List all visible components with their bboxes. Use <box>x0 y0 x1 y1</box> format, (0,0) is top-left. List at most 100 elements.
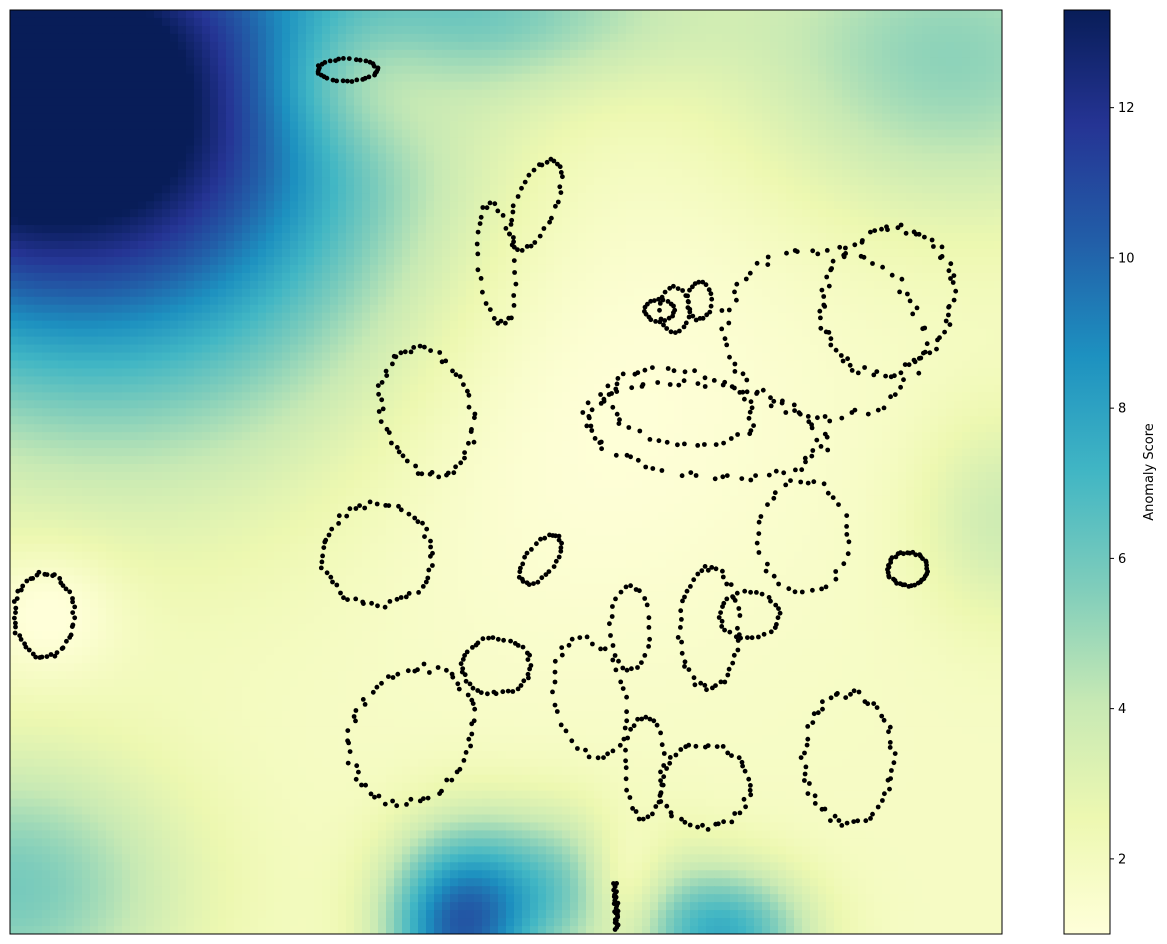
heatmap-cell <box>554 185 563 194</box>
heatmap-cell <box>874 161 883 170</box>
heatmap-cell <box>682 81 691 91</box>
heatmap-cell <box>242 121 251 131</box>
heatmap-cell <box>90 145 99 154</box>
heatmap-cell <box>882 113 891 123</box>
heatmap-cell <box>930 153 939 162</box>
heatmap-cell <box>426 113 435 123</box>
heatmap-cell <box>386 129 395 139</box>
heatmap-cell <box>90 73 99 83</box>
heatmap-cell <box>794 41 803 51</box>
heatmap-cell <box>570 73 579 83</box>
heatmap-cell <box>138 33 147 43</box>
heatmap-cell <box>714 97 723 107</box>
heatmap-cell <box>794 304 803 314</box>
heatmap-cell <box>226 121 235 131</box>
heatmap-cell <box>330 233 339 242</box>
heatmap-cell <box>738 193 747 202</box>
heatmap-cell <box>578 17 587 27</box>
heatmap-cell <box>922 248 931 258</box>
heatmap-cell <box>562 248 571 258</box>
heatmap-cell <box>626 73 635 83</box>
heatmap-cell <box>194 304 203 314</box>
heatmap-cell <box>522 81 531 91</box>
heatmap-cell <box>250 217 259 226</box>
heatmap-cell <box>26 280 35 290</box>
heatmap-cell <box>506 145 515 154</box>
heatmap-cell <box>914 209 923 218</box>
heatmap-cell <box>658 65 667 75</box>
heatmap-cell <box>674 256 683 266</box>
heatmap-cell <box>834 49 843 59</box>
heatmap-cell <box>114 201 123 210</box>
heatmap-cell <box>706 105 715 115</box>
heatmap-cell <box>866 137 875 147</box>
heatmap-cell <box>194 264 203 274</box>
heatmap-cell <box>330 33 339 43</box>
heatmap-cell <box>442 25 451 35</box>
heatmap-cell <box>266 49 275 59</box>
heatmap-cell <box>242 17 251 27</box>
heatmap-cell <box>746 97 755 107</box>
heatmap-cell <box>922 65 931 75</box>
heatmap-cell <box>506 41 515 51</box>
heatmap-cell <box>618 81 627 91</box>
heatmap-cell <box>322 193 331 202</box>
heatmap-cell <box>666 185 675 194</box>
heatmap-cell <box>74 288 83 298</box>
heatmap-cell <box>82 312 91 322</box>
heatmap-cell <box>394 320 403 330</box>
heatmap-cell <box>98 137 107 147</box>
heatmap-cell <box>986 280 995 290</box>
heatmap-cell <box>258 328 267 338</box>
heatmap-cell <box>346 177 355 186</box>
heatmap-cell <box>282 241 291 250</box>
heatmap-cell <box>586 320 595 330</box>
heatmap-cell <box>626 248 635 258</box>
heatmap-cell <box>98 296 107 306</box>
heatmap-cell <box>946 161 955 170</box>
heatmap-cell <box>650 280 659 290</box>
heatmap-cell <box>490 185 499 194</box>
heatmap-cell <box>618 145 627 154</box>
heatmap-cell <box>298 65 307 75</box>
heatmap-cell <box>898 10 907 19</box>
heatmap-cell <box>586 81 595 91</box>
heatmap-cell <box>914 217 923 226</box>
heatmap-cell <box>762 10 771 19</box>
heatmap-cell <box>730 241 739 250</box>
heatmap-cell <box>378 97 387 107</box>
heatmap-cell <box>50 81 59 91</box>
heatmap-cell <box>154 113 163 123</box>
heatmap-cell <box>138 304 147 314</box>
heatmap-cell <box>426 209 435 218</box>
heatmap-cell <box>618 89 627 99</box>
heatmap-cell <box>194 17 203 27</box>
heatmap-cell <box>722 280 731 290</box>
heatmap-cell <box>762 81 771 91</box>
heatmap-cell <box>298 97 307 107</box>
heatmap-cell <box>338 10 347 19</box>
heatmap-cell <box>906 137 915 147</box>
heatmap-cell <box>418 10 427 19</box>
heatmap-cell <box>642 161 651 170</box>
heatmap-cell <box>602 17 611 27</box>
heatmap-cell <box>138 320 147 330</box>
heatmap-cell <box>378 304 387 314</box>
heatmap-cell <box>762 201 771 210</box>
heatmap-cell <box>738 272 747 282</box>
heatmap-cell <box>466 296 475 306</box>
heatmap-cell <box>322 145 331 154</box>
heatmap-cell <box>250 193 259 202</box>
heatmap-cell <box>698 185 707 194</box>
heatmap-cell <box>26 145 35 154</box>
heatmap-cell <box>194 89 203 99</box>
heatmap-cell <box>322 256 331 266</box>
heatmap-cell <box>506 248 515 258</box>
heatmap-cell <box>218 137 227 147</box>
heatmap-cell <box>258 129 267 139</box>
heatmap-cell <box>458 185 467 194</box>
heatmap-cell <box>298 25 307 35</box>
heatmap-cell <box>970 193 979 202</box>
heatmap-cell <box>922 304 931 314</box>
heatmap-cell <box>570 233 579 242</box>
